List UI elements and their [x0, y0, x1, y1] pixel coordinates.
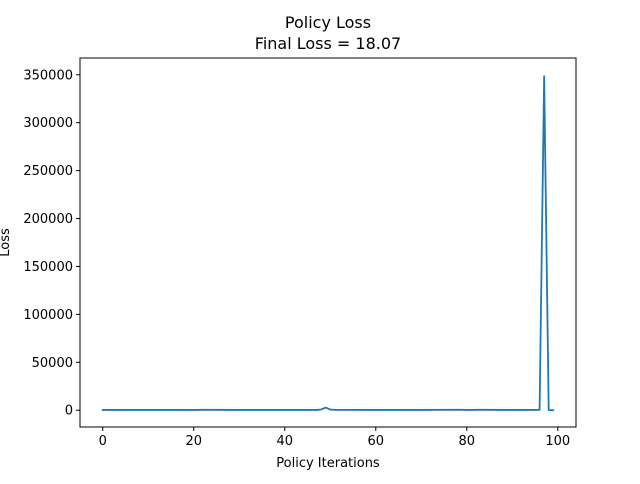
y-tick-label: 250000 [23, 164, 73, 179]
y-tick-label: 150000 [23, 260, 73, 275]
plot-frame [79, 57, 577, 428]
x-tick-label: 80 [459, 434, 476, 449]
x-tick-label: 0 [99, 434, 107, 449]
y-axis-label: Loss [0, 228, 13, 257]
y-tick-label: 200000 [23, 212, 73, 227]
x-axis: 0 20 40 60 80 100 [99, 427, 570, 449]
x-tick-label: 20 [185, 434, 202, 449]
y-tick-label: 0 [65, 404, 73, 419]
y-tick-label: 300000 [23, 116, 73, 131]
y-tick-label: 350000 [23, 68, 73, 83]
chart-title: Policy Loss [285, 13, 371, 32]
y-tick-label: 50000 [32, 356, 73, 371]
x-tick-label: 60 [368, 434, 385, 449]
y-axis: 0 50000 100000 150000 200000 250000 300000 3500… [23, 68, 80, 419]
x-axis-label: Policy Iterations [276, 456, 380, 471]
chart-subtitle: Final Loss = 18.07 [255, 34, 401, 53]
y-tick-label: 100000 [23, 308, 73, 323]
loss-series-line [101, 75, 555, 412]
x-tick-label: 40 [276, 434, 293, 449]
plot-area [101, 75, 555, 412]
x-tick-label: 100 [545, 434, 570, 449]
